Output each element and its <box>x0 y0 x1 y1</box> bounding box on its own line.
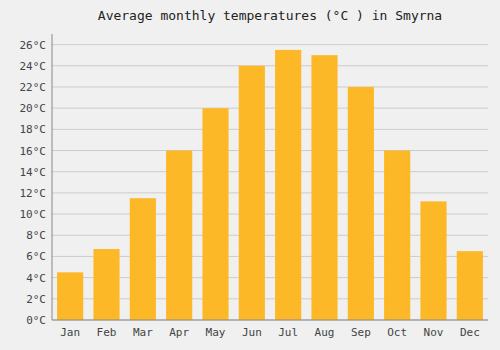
y-tick-label: 12°C <box>20 187 47 200</box>
bar <box>275 50 301 320</box>
y-tick-label: 18°C <box>20 123 47 136</box>
bar <box>130 198 156 320</box>
bar <box>311 55 337 320</box>
x-tick-label: Apr <box>169 326 189 339</box>
bar <box>93 249 119 320</box>
y-tick-label: 14°C <box>20 166 47 179</box>
grid-line <box>52 129 488 130</box>
grid-line <box>52 150 488 151</box>
grid-line <box>52 86 488 87</box>
grid-line <box>52 65 488 66</box>
x-tick-label: Feb <box>97 326 117 339</box>
chart-container: Average monthly temperatures (°C ) in Sm… <box>0 0 500 350</box>
x-tick-label: Jun <box>242 326 262 339</box>
title: Average monthly temperatures (°C ) in Sm… <box>98 8 442 23</box>
bar <box>457 251 483 320</box>
x-tick-label: Aug <box>315 326 335 339</box>
x-tick-label: Mar <box>133 326 153 339</box>
x-tick-label: Oct <box>387 326 407 339</box>
bar <box>420 201 446 320</box>
x-axis: Jan Feb Mar Apr May Jun Jul Aug Sep Oct Nov Dec <box>52 320 488 339</box>
y-tick-label: 20°C <box>20 102 47 115</box>
grid-line <box>52 171 488 172</box>
bars <box>57 50 483 320</box>
y-tick-label: 24°C <box>20 60 47 73</box>
x-tick-label: Sep <box>351 326 371 339</box>
chart-svg: Average monthly temperatures (°C ) in Sm… <box>0 0 500 350</box>
grid-line <box>52 108 488 109</box>
grid <box>52 45 488 320</box>
y-tick-label: 10°C <box>20 208 47 221</box>
y-tick-label: 16°C <box>20 145 47 158</box>
x-tick-label: Jan <box>60 326 80 339</box>
bar <box>384 151 410 320</box>
bar <box>166 151 192 320</box>
x-tick-label: Dec <box>460 326 480 339</box>
bar <box>57 272 83 320</box>
y-tick-label: 0°C <box>26 314 46 327</box>
y-tick-label: 22°C <box>20 81 47 94</box>
y-tick-label: 6°C <box>26 250 46 263</box>
x-tick-label: Nov <box>424 326 444 339</box>
bar <box>348 87 374 320</box>
y-axis: 0°C 2°C 4°C 6°C 8°C 10°C 12°C 14°C 16°C 18°C 20°C 2… <box>20 34 53 327</box>
y-tick-label: 4°C <box>26 272 46 285</box>
y-tick-label: 26°C <box>20 39 47 52</box>
y-tick-label: 8°C <box>26 229 46 242</box>
grid-line <box>52 320 488 321</box>
bar <box>239 66 265 320</box>
grid-line <box>52 44 488 45</box>
x-tick-label: May <box>206 326 226 339</box>
y-tick-label: 2°C <box>26 293 46 306</box>
x-axis-line <box>52 320 488 321</box>
y-axis-line <box>52 34 53 320</box>
bar <box>202 108 228 320</box>
grid-line <box>52 192 488 193</box>
x-tick-label: Jul <box>278 326 298 339</box>
